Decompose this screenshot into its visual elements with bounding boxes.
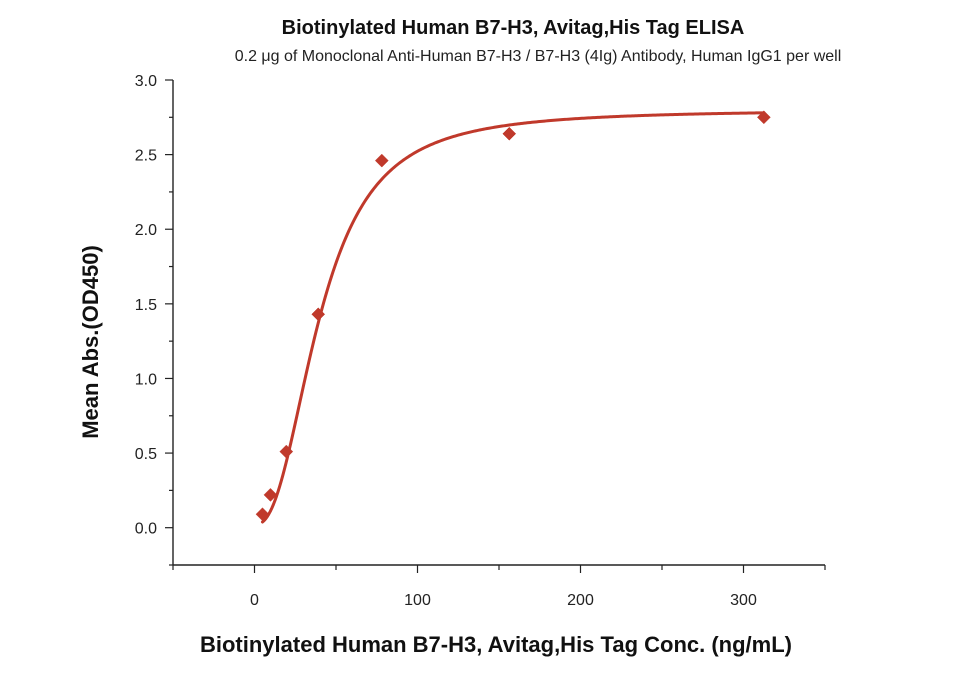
- y-tick-label: 3.0: [135, 73, 157, 90]
- data-point-5: [374, 153, 389, 168]
- data-point-3: [279, 444, 294, 459]
- y-axis-ticks: 0.0 0.5 1.0 1.5 2.0 2.5 3.0: [135, 73, 173, 566]
- chart-title: Biotinylated Human B7-H3, Avitag,His Tag…: [282, 17, 745, 39]
- data-point-4: [311, 307, 326, 322]
- y-tick-label: 0.5: [135, 446, 157, 463]
- data-points: [255, 110, 771, 522]
- data-point-6: [502, 126, 517, 141]
- x-tick-label: 0: [250, 592, 259, 609]
- fit-curve: [260, 111, 766, 524]
- data-point-1: [255, 507, 270, 522]
- y-axis-label: Mean Abs.(OD450): [78, 245, 103, 439]
- chart-subtitle: 0.2 μg of Monoclonal Anti-Human B7-H3 / …: [235, 48, 842, 65]
- data-point-2: [263, 488, 278, 502]
- x-tick-label: 200: [567, 592, 594, 609]
- y-tick-label: 0.0: [135, 521, 157, 538]
- y-tick-label: 2.0: [135, 222, 157, 239]
- x-tick-label: 100: [404, 592, 431, 609]
- y-tick-label: 1.5: [135, 297, 157, 314]
- x-axis-ticks: 0 100 200 300: [172, 565, 826, 609]
- data-point-7: [757, 110, 771, 125]
- plot-area: 0.0 0.5 1.0 1.5 2.0 2.5 3.0 0 100 200 300: [135, 73, 826, 609]
- y-tick-label: 2.5: [135, 148, 157, 165]
- y-tick-label: 1.0: [135, 371, 157, 388]
- x-tick-label: 300: [730, 592, 757, 609]
- x-axis-label: Biotinylated Human B7-H3, Avitag,His Tag…: [200, 632, 792, 657]
